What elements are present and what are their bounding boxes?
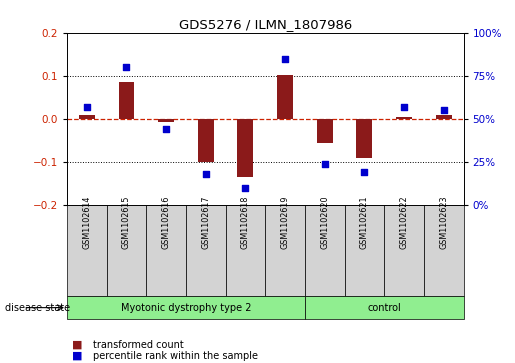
Text: GSM1102622: GSM1102622: [400, 195, 408, 249]
Text: ■: ■: [72, 351, 82, 361]
Text: GSM1102617: GSM1102617: [201, 195, 210, 249]
Text: GSM1102615: GSM1102615: [122, 195, 131, 249]
Text: GSM1102621: GSM1102621: [360, 195, 369, 249]
Bar: [384, 205, 424, 296]
Bar: [226, 205, 265, 296]
Bar: [107, 205, 146, 296]
Bar: [277, 75, 293, 119]
Text: percentile rank within the sample: percentile rank within the sample: [93, 351, 258, 361]
Point: [82, 104, 91, 110]
Text: GSM1102614: GSM1102614: [82, 195, 91, 249]
Text: Myotonic dystrophy type 2: Myotonic dystrophy type 2: [121, 303, 251, 313]
Point: [241, 185, 249, 191]
Bar: [67, 205, 107, 296]
Bar: [305, 296, 464, 319]
Bar: [436, 115, 452, 119]
Bar: [118, 82, 134, 119]
Text: GSM1102616: GSM1102616: [162, 195, 170, 249]
Text: ■: ■: [72, 340, 82, 350]
Bar: [317, 119, 333, 143]
Bar: [356, 119, 372, 158]
Bar: [305, 205, 345, 296]
Bar: [396, 117, 412, 119]
Text: disease state: disease state: [5, 303, 70, 313]
Bar: [345, 205, 384, 296]
Point: [440, 107, 448, 113]
Point: [162, 126, 170, 132]
Bar: [265, 205, 305, 296]
Point: [400, 104, 408, 110]
Title: GDS5276 / ILMN_1807986: GDS5276 / ILMN_1807986: [179, 19, 352, 32]
Point: [320, 161, 329, 167]
Text: transformed count: transformed count: [93, 340, 183, 350]
Text: GSM1102620: GSM1102620: [320, 195, 329, 249]
Bar: [158, 119, 174, 122]
Point: [360, 170, 369, 175]
Point: [202, 171, 210, 177]
Bar: [424, 205, 464, 296]
Bar: [146, 205, 186, 296]
Point: [281, 56, 289, 61]
Bar: [198, 119, 214, 162]
Bar: [79, 115, 95, 119]
Point: [123, 64, 131, 70]
Text: GSM1102623: GSM1102623: [439, 195, 448, 249]
Bar: [67, 296, 305, 319]
Bar: [237, 119, 253, 177]
Text: GSM1102619: GSM1102619: [281, 195, 289, 249]
Bar: [186, 205, 226, 296]
Text: GSM1102618: GSM1102618: [241, 195, 250, 249]
Text: control: control: [367, 303, 401, 313]
